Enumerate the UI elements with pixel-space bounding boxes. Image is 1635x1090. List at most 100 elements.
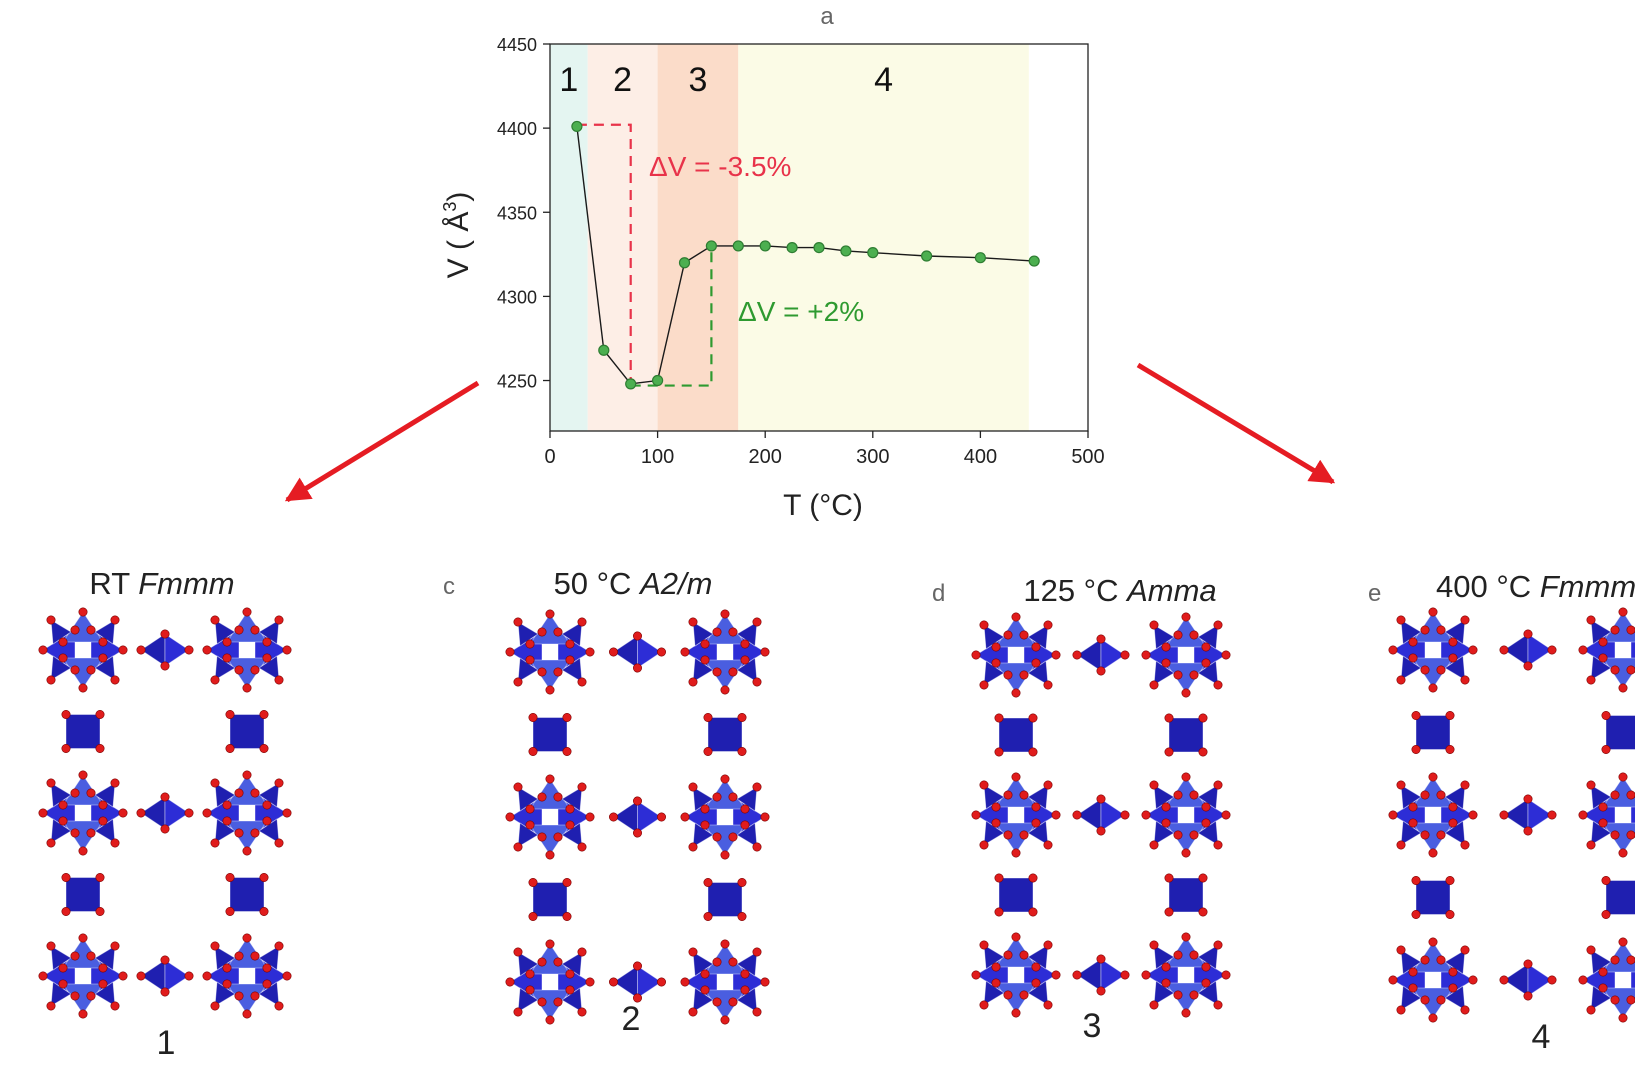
- oxygen-atom: [222, 637, 232, 647]
- oxygen-atom: [86, 951, 96, 961]
- oxygen-atom: [250, 788, 260, 798]
- oxygen-atom: [1523, 991, 1533, 1001]
- tetrahedron: [995, 822, 1037, 854]
- oxygen-atom: [1096, 826, 1106, 836]
- oxygen-atom: [1408, 653, 1418, 663]
- oxygen-atom: [1547, 975, 1557, 985]
- oxygen-atom: [1028, 873, 1038, 883]
- oxygen-atom: [1598, 637, 1608, 647]
- oxygen-atom: [1523, 959, 1533, 969]
- oxygen-atom: [78, 846, 88, 856]
- annotation-delta-v-minus: ΔV = -3.5%: [649, 151, 791, 182]
- oxygen-atom: [210, 615, 220, 625]
- oxygen-atom: [1031, 642, 1041, 652]
- structure-caption-1: RT Fmmm: [89, 566, 234, 601]
- oxygen-atom: [222, 963, 232, 973]
- oxygen-atom: [553, 997, 563, 1007]
- oxygen-atom: [760, 812, 770, 822]
- oxygen-atom: [242, 683, 252, 693]
- oxygen-atom: [1601, 744, 1611, 754]
- oxygen-atom: [513, 947, 523, 957]
- oxygen-atom: [1051, 970, 1061, 980]
- oxygen-atom: [86, 665, 96, 675]
- oxygen-atom: [1411, 875, 1421, 885]
- oxygen-atom: [1031, 962, 1041, 972]
- oxygen-atom: [577, 947, 587, 957]
- oxygen-atom: [58, 653, 68, 663]
- oxygen-atom: [1408, 802, 1418, 812]
- tetrahedron: [62, 937, 104, 969]
- oxygen-atom: [1201, 802, 1211, 812]
- oxygen-atom: [752, 842, 762, 852]
- oxygen-atom: [585, 812, 595, 822]
- tetrahedron: [529, 989, 571, 1021]
- oxygen-atom: [250, 951, 260, 961]
- oxygen-atom: [537, 997, 547, 1007]
- tetrahedron: [995, 936, 1037, 968]
- tetrahedron: [995, 982, 1037, 1014]
- oxygen-atom: [720, 774, 730, 784]
- oxygen-atom: [1448, 967, 1458, 977]
- oxygen-atom: [565, 820, 575, 830]
- oxygen-atom: [1043, 1000, 1053, 1010]
- y-tick-label: 4350: [497, 203, 537, 223]
- oxygen-atom: [545, 939, 555, 949]
- oxygen-atom: [70, 788, 80, 798]
- oxygen-atom: [537, 667, 547, 677]
- oxygen-atom: [184, 808, 194, 818]
- oxygen-atom: [160, 987, 170, 997]
- oxygen-atom: [720, 685, 730, 695]
- oxygen-atom: [210, 778, 220, 788]
- oxygen-atom: [1173, 990, 1183, 1000]
- tetrahedron: [704, 613, 746, 645]
- oxygen-atom: [1598, 818, 1608, 828]
- oxygen-atom: [1468, 975, 1478, 985]
- oxygen-atom: [262, 963, 272, 973]
- oxygen-atom: [1043, 840, 1053, 850]
- oxygen-atom: [1181, 1008, 1191, 1018]
- tetrahedron: [529, 778, 571, 810]
- oxygen-atom: [1096, 634, 1106, 644]
- oxygen-atom: [1096, 666, 1106, 676]
- oxygen-atom: [1011, 848, 1021, 858]
- plot-frame: [549, 43, 1089, 432]
- oxygen-atom: [1626, 955, 1635, 965]
- oxygen-atom: [1031, 658, 1041, 668]
- oxygen-atom: [1598, 653, 1608, 663]
- oxygen-atom: [110, 675, 120, 685]
- oxygen-atom: [46, 675, 56, 685]
- oxygen-atom: [78, 607, 88, 617]
- oxygen-atom: [1051, 650, 1061, 660]
- oxygen-atom: [1626, 995, 1635, 1005]
- data-point: [732, 240, 744, 252]
- oxygen-atom: [1181, 848, 1191, 858]
- y-tick-label: 4250: [497, 372, 537, 392]
- oxygen-atom: [234, 625, 244, 635]
- oxygen-atom: [577, 842, 587, 852]
- oxygen-atom: [528, 712, 538, 722]
- oxygen-atom: [1586, 615, 1596, 625]
- oxygen-atom: [1448, 818, 1458, 828]
- oxygen-atom: [1181, 688, 1191, 698]
- oxygen-atom: [1164, 873, 1174, 883]
- oxygen-atom: [1578, 810, 1588, 820]
- oxygen-atom: [700, 639, 710, 649]
- oxygen-atom: [545, 685, 555, 695]
- oxygen-atom: [274, 778, 284, 788]
- oxygen-atom: [98, 963, 108, 973]
- tetrahedron: [1165, 662, 1207, 694]
- oxygen-atom: [656, 647, 666, 657]
- oxygen-atom: [656, 812, 666, 822]
- oxygen-atom: [1445, 710, 1455, 720]
- tetrahedron: [1412, 987, 1454, 1019]
- oxygen-atom: [58, 637, 68, 647]
- oxygen-atom: [1161, 658, 1171, 668]
- oxygen-atom: [1445, 744, 1455, 754]
- oxygen-atom: [728, 627, 738, 637]
- y-tick-label: 4300: [497, 287, 537, 307]
- oxygen-atom: [700, 985, 710, 995]
- oxygen-atom: [737, 911, 747, 921]
- oxygen-atom: [632, 828, 642, 838]
- oxygen-atom: [1388, 975, 1398, 985]
- x-tick-label: 300: [856, 446, 889, 468]
